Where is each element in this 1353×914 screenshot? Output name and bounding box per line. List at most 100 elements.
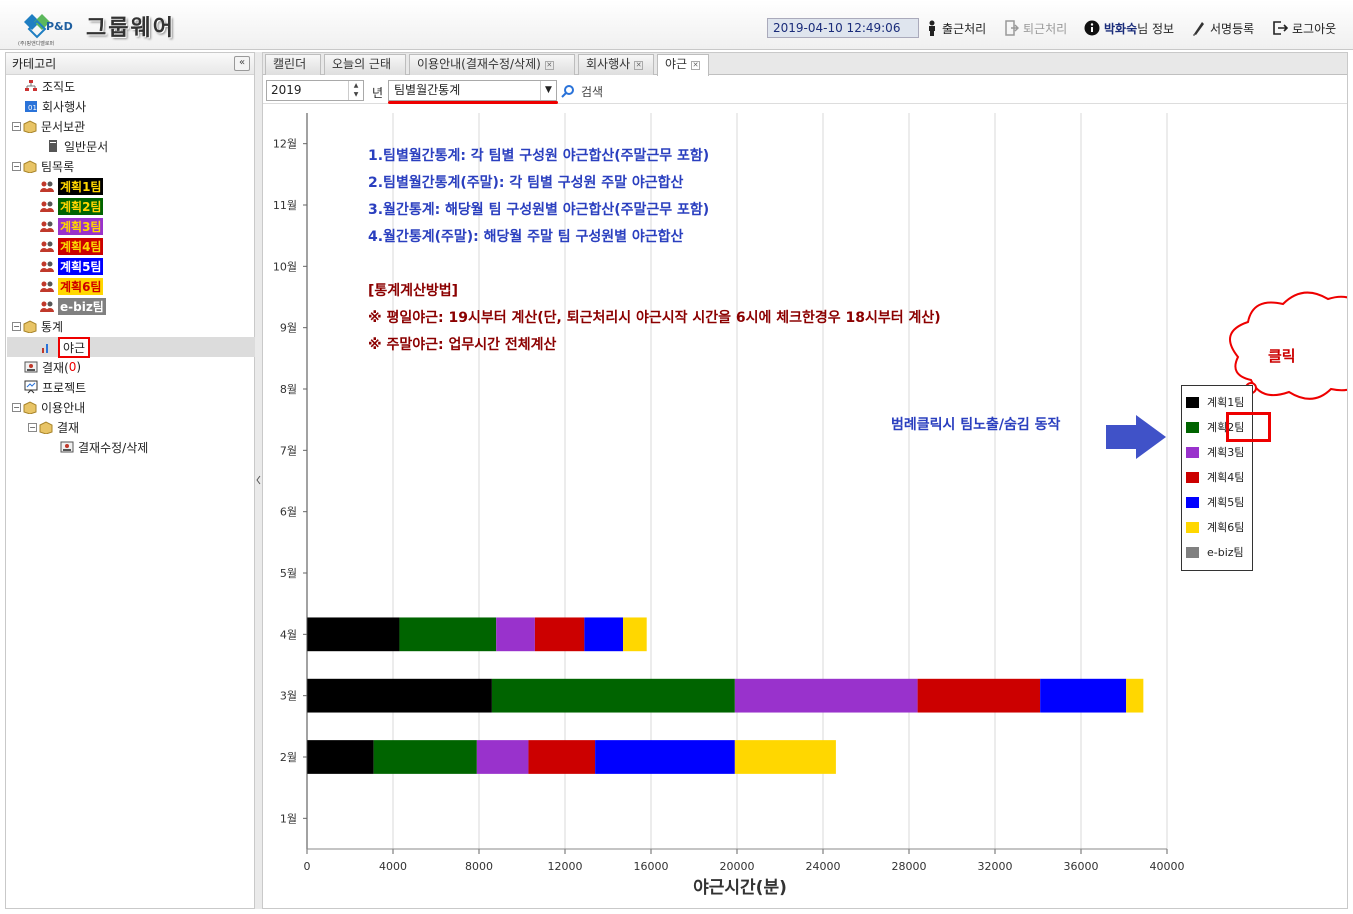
stat-mode-select[interactable]: 팀별월간통계 ▼ bbox=[388, 80, 557, 101]
ebiz-label: e-biz팀 bbox=[58, 297, 106, 315]
legend-label: 계획1팀 bbox=[1207, 396, 1245, 409]
close-tab-icon[interactable]: ✕ bbox=[691, 61, 701, 70]
legend-label: 계획6팀 bbox=[1207, 521, 1245, 534]
tree-item-doc-archive[interactable]: − 문서보관 bbox=[12, 117, 85, 135]
bar-segment[interactable] bbox=[1040, 678, 1127, 713]
click-bubble: 클릭 bbox=[1229, 291, 1347, 405]
legend-swatch bbox=[1186, 496, 1199, 508]
tree-item-guide[interactable]: − 이용안내 bbox=[12, 398, 85, 416]
tab-attendance[interactable]: 오늘의 근태 bbox=[324, 54, 406, 75]
x-tick-label: 0 bbox=[304, 860, 311, 873]
bar-segment[interactable] bbox=[399, 617, 497, 652]
tree-item-guide-approval-edit[interactable]: 결재수정/삭제 bbox=[60, 438, 148, 456]
bar-segment[interactable] bbox=[528, 740, 596, 774]
tree-label: 이용안내 bbox=[41, 400, 86, 415]
legend-swatch bbox=[1186, 421, 1199, 433]
tab-label: 야근 bbox=[665, 57, 688, 71]
user-info-label: 님 정보 bbox=[1137, 21, 1175, 36]
x-tick-label: 4000 bbox=[379, 860, 407, 873]
chevron-down-icon[interactable]: ▼ bbox=[540, 81, 556, 100]
bar-segment[interactable] bbox=[491, 678, 735, 713]
bar-segment[interactable] bbox=[307, 617, 400, 652]
tab-overtime[interactable]: 야근 ✕ bbox=[657, 54, 709, 76]
collapse-toggle-icon[interactable]: − bbox=[12, 402, 21, 412]
folder-box-icon bbox=[23, 160, 37, 173]
tree-item-stats[interactable]: − 통계 bbox=[12, 317, 63, 335]
year-spinner-input[interactable]: 2019 ▲ ▼ bbox=[266, 80, 364, 101]
tree-item-team6[interactable]: 계획6팀 bbox=[40, 277, 104, 295]
tree-item-project[interactable]: 프로젝트 bbox=[24, 378, 86, 396]
panel-splitter[interactable] bbox=[255, 52, 262, 909]
check-out-button[interactable]: 퇴근처리 bbox=[1005, 19, 1067, 37]
tree-item-approval[interactable]: 결재(0) bbox=[24, 358, 81, 376]
legend-item[interactable]: 계획3팀 bbox=[1186, 444, 1244, 460]
tree-item-overtime[interactable]: 야근 bbox=[40, 336, 91, 358]
legend-item[interactable]: 계획6팀 bbox=[1186, 519, 1244, 535]
legend-item[interactable]: e-biz팀 bbox=[1186, 544, 1244, 560]
collapse-toggle-icon[interactable]: − bbox=[12, 161, 21, 171]
check-out-label: 퇴근처리 bbox=[1023, 21, 1068, 36]
bar-segment[interactable] bbox=[623, 617, 647, 652]
tree-item-team5[interactable]: 계획5팀 bbox=[40, 257, 104, 275]
legend-item[interactable]: 계획4팀 bbox=[1186, 469, 1244, 485]
bar-segment[interactable] bbox=[307, 678, 492, 713]
info-icon bbox=[1084, 20, 1100, 36]
y-tick-label: 1월 bbox=[280, 812, 297, 825]
y-tick-label: 5월 bbox=[280, 567, 297, 580]
tree-label: 조직도 bbox=[42, 79, 76, 94]
tree-item-team4[interactable]: 계획4팀 bbox=[40, 237, 104, 255]
x-tick-label: 20000 bbox=[720, 860, 755, 873]
close-tab-icon[interactable]: ✕ bbox=[544, 61, 554, 70]
legend-item[interactable]: 계획5팀 bbox=[1186, 494, 1244, 510]
bar-segment[interactable] bbox=[534, 617, 585, 652]
bar-segment[interactable] bbox=[476, 740, 529, 774]
bar-segment[interactable] bbox=[496, 617, 535, 652]
collapse-toggle-icon[interactable]: − bbox=[28, 422, 37, 432]
tree-item-ebiz[interactable]: e-biz팀 bbox=[40, 297, 106, 315]
user-info-button[interactable]: 박화숙 님 정보 bbox=[1084, 19, 1174, 37]
spinner-arrows-icon[interactable]: ▲ ▼ bbox=[348, 81, 363, 100]
main-panel: 캘린더 오늘의 근태 이용안내(결재수정/삭제) ✕ 회사행사 ✕ 야근 ✕ 2019… bbox=[262, 52, 1348, 909]
bar-segment[interactable] bbox=[584, 617, 624, 652]
tree-item-guide-approval[interactable]: − 결재 bbox=[28, 418, 79, 436]
app-title: 그룹웨어 bbox=[86, 16, 175, 41]
bar-segment[interactable] bbox=[373, 740, 477, 774]
close-tab-icon[interactable]: ✕ bbox=[634, 61, 644, 70]
team6-label: 계획6팀 bbox=[58, 277, 104, 295]
approval-icon bbox=[24, 361, 38, 373]
search-button[interactable]: 검색 bbox=[561, 82, 603, 100]
tree-item-org-chart[interactable]: 조직도 bbox=[24, 77, 75, 95]
y-tick-label: 2월 bbox=[280, 751, 297, 764]
bar-segment[interactable] bbox=[307, 740, 374, 774]
logout-button[interactable]: 로그아웃 bbox=[1272, 19, 1336, 37]
tab-guide[interactable]: 이용안내(결재수정/삭제) ✕ bbox=[409, 54, 575, 75]
check-in-label: 출근처리 bbox=[942, 21, 987, 36]
collapse-toggle-icon[interactable]: − bbox=[12, 321, 21, 331]
annotation-line4: 4.월간통계(주말): 해당월 주말 팀 구성원별 야근합산 bbox=[368, 228, 684, 245]
signature-button[interactable]: 서명등록 bbox=[1192, 19, 1254, 37]
tree-item-company-events[interactable]: 01 회사행사 bbox=[24, 97, 86, 115]
method-weekday: ※ 평일야근: 19시부터 계산(단, 퇴근처리시 야근시작 시간을 6시에 체… bbox=[368, 309, 941, 326]
year-value: 2019 bbox=[271, 83, 302, 97]
legend-swatch bbox=[1186, 446, 1199, 458]
person-icon bbox=[929, 20, 935, 36]
tab-company-events[interactable]: 회사행사 ✕ bbox=[578, 54, 654, 75]
check-in-button[interactable]: 출근처리 bbox=[926, 19, 986, 37]
legend-item[interactable]: 계획1팀 bbox=[1186, 394, 1244, 410]
bar-segment[interactable] bbox=[734, 678, 918, 713]
bar-segment[interactable] bbox=[734, 740, 836, 774]
tree-item-team2[interactable]: 계획2팀 bbox=[40, 197, 104, 215]
bar-segment[interactable] bbox=[917, 678, 1041, 713]
bar-segment[interactable] bbox=[595, 740, 735, 774]
tree-item-team3[interactable]: 계획3팀 bbox=[40, 217, 104, 235]
bar-segment[interactable] bbox=[1126, 678, 1144, 713]
tree-item-team1[interactable]: 계획1팀 bbox=[40, 177, 104, 195]
collapse-toggle-icon[interactable]: − bbox=[12, 121, 21, 131]
collapse-sidebar-button[interactable]: « bbox=[234, 56, 250, 71]
y-tick-label: 11월 bbox=[273, 199, 297, 212]
tree-item-team-list[interactable]: − 팀목록 bbox=[12, 157, 74, 175]
legend-item[interactable]: 계획2팀 bbox=[1186, 419, 1244, 435]
x-tick-label: 8000 bbox=[465, 860, 493, 873]
tree-item-general-docs[interactable]: 일반문서 bbox=[46, 137, 108, 155]
tab-calendar[interactable]: 캘린더 bbox=[265, 54, 321, 75]
